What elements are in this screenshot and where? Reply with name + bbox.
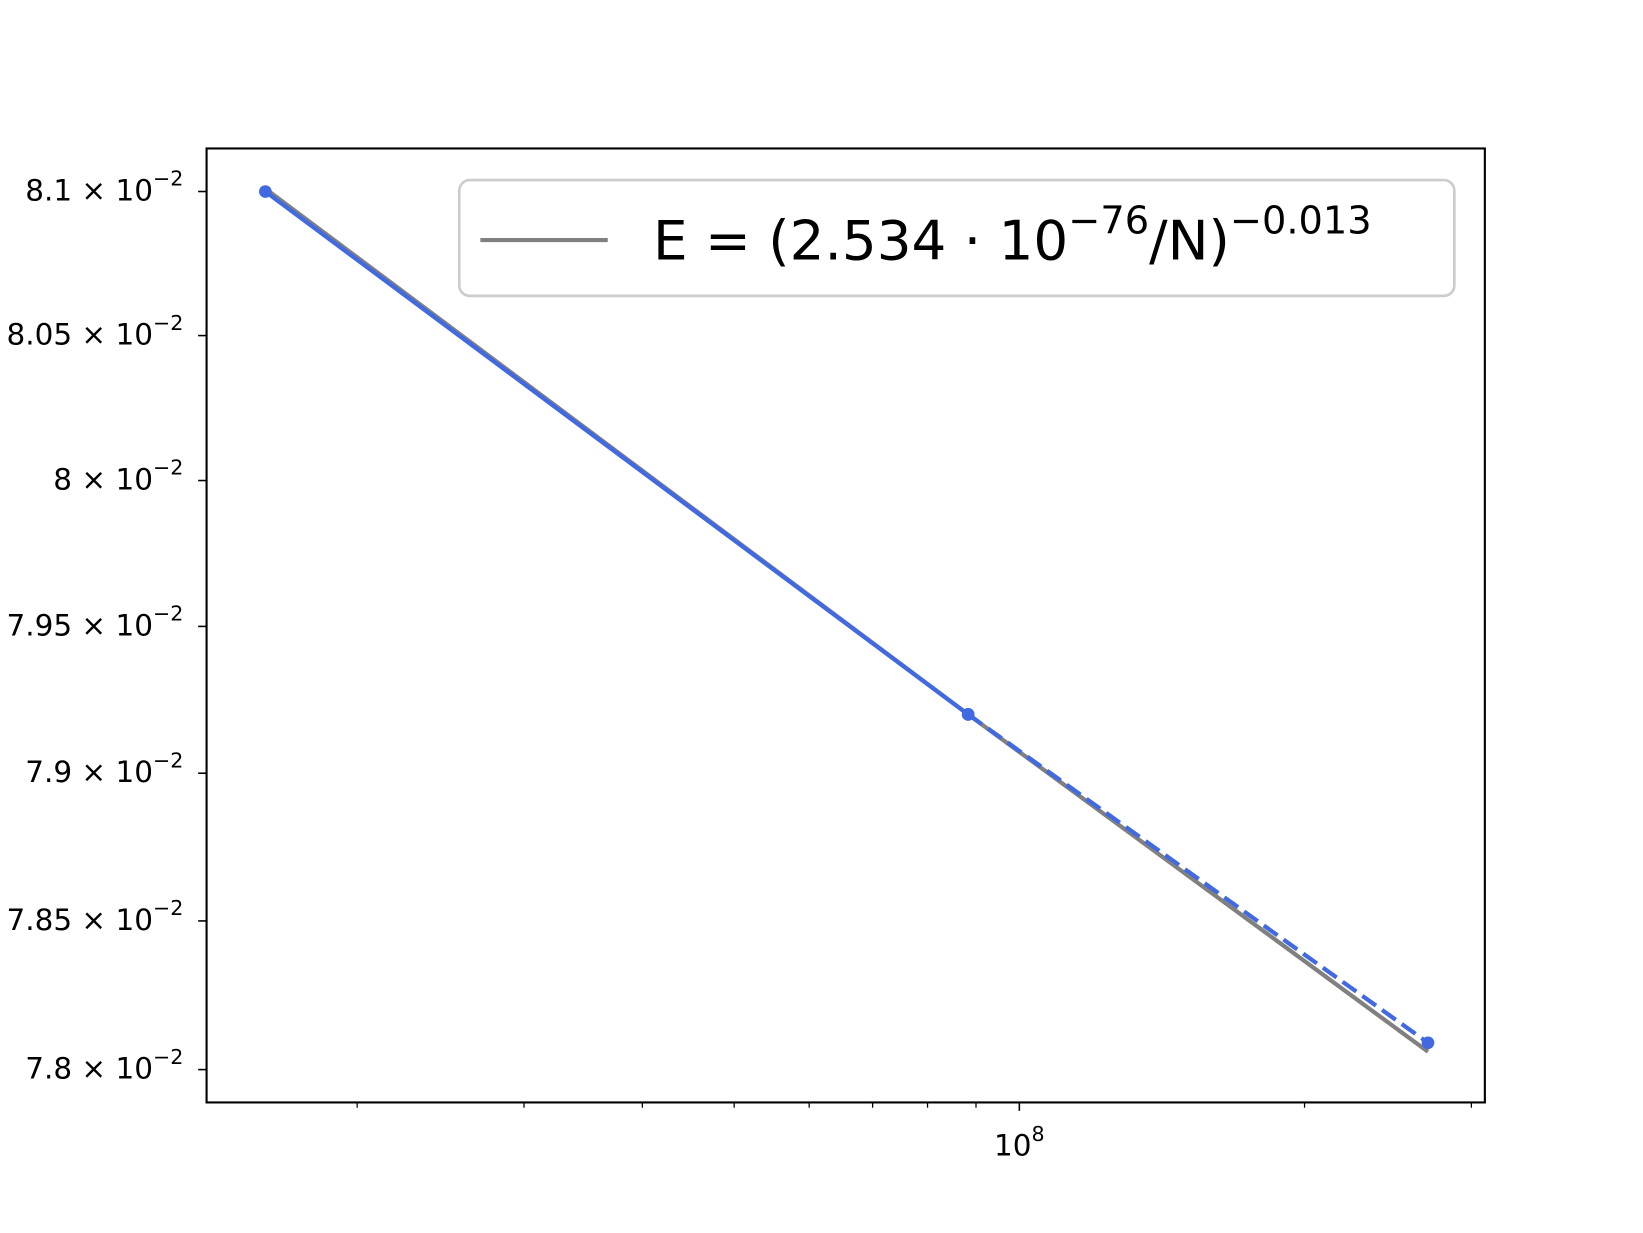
x-tick-label: 108​ — [994, 1122, 1045, 1162]
y-tick-label: 8.1 × 10−2​ — [25, 167, 183, 207]
y-tick-label: 8 × 10−2​ — [53, 456, 183, 496]
y-tick-label: 7.85 × 10−2​ — [6, 896, 183, 936]
data-point — [259, 185, 272, 198]
series-line — [966, 712, 1430, 1045]
y-tick-label: 7.95 × 10−2​ — [6, 602, 183, 642]
legend-label: E = (2.534 · 10−76​/N)−0.013​ — [653, 198, 1372, 273]
data-point — [1421, 1036, 1435, 1050]
data-point — [961, 708, 975, 721]
axes-frame — [205, 147, 1486, 1104]
y-tick-label: 7.9 × 10−2​ — [25, 748, 183, 788]
y-tick-label: 8.05 × 10−2​ — [6, 311, 183, 351]
legend-box — [457, 178, 1456, 298]
y-tick-label: 7.8 × 10−2​ — [25, 1045, 183, 1085]
series-line — [264, 189, 970, 717]
